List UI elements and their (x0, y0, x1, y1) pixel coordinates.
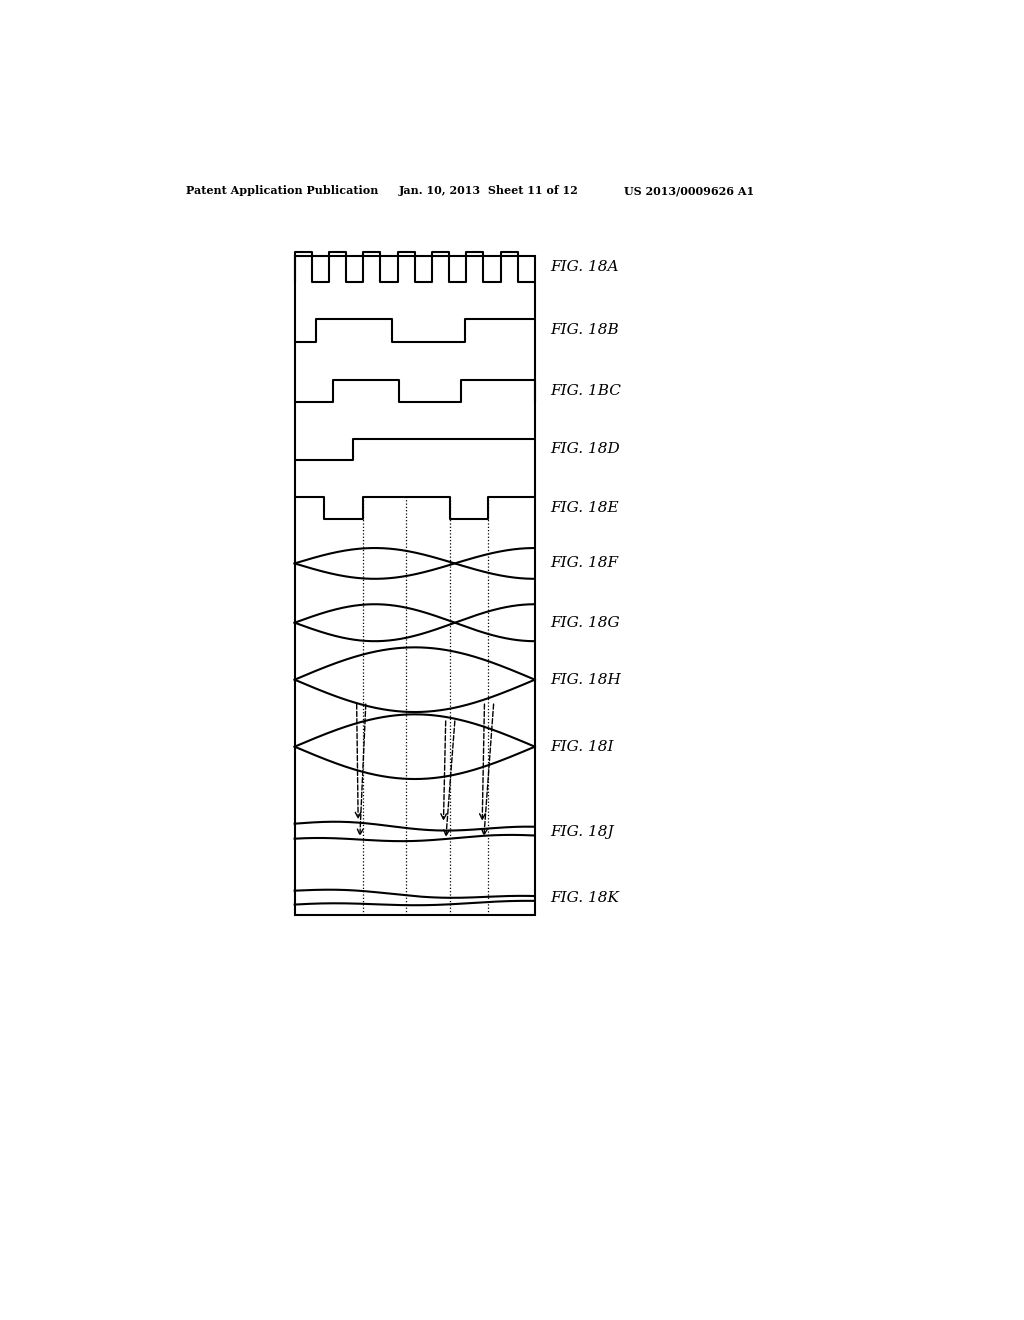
Text: FIG. 18I: FIG. 18I (550, 739, 613, 754)
Text: FIG. 18G: FIG. 18G (550, 615, 620, 630)
Text: FIG. 1BC: FIG. 1BC (550, 384, 622, 397)
Bar (295, 256, 535, 915)
Text: Jan. 10, 2013  Sheet 11 of 12: Jan. 10, 2013 Sheet 11 of 12 (399, 185, 579, 197)
Text: FIG. 18B: FIG. 18B (550, 323, 620, 337)
Text: FIG. 18J: FIG. 18J (550, 825, 614, 840)
Text: FIG. 18F: FIG. 18F (550, 557, 618, 570)
Text: FIG. 18D: FIG. 18D (550, 442, 621, 457)
Text: FIG. 18A: FIG. 18A (550, 260, 618, 275)
Text: Patent Application Publication: Patent Application Publication (186, 185, 379, 197)
Text: FIG. 18E: FIG. 18E (550, 502, 618, 515)
Text: FIG. 18K: FIG. 18K (550, 891, 620, 906)
Text: US 2013/0009626 A1: US 2013/0009626 A1 (624, 185, 754, 197)
Text: FIG. 18H: FIG. 18H (550, 673, 622, 686)
